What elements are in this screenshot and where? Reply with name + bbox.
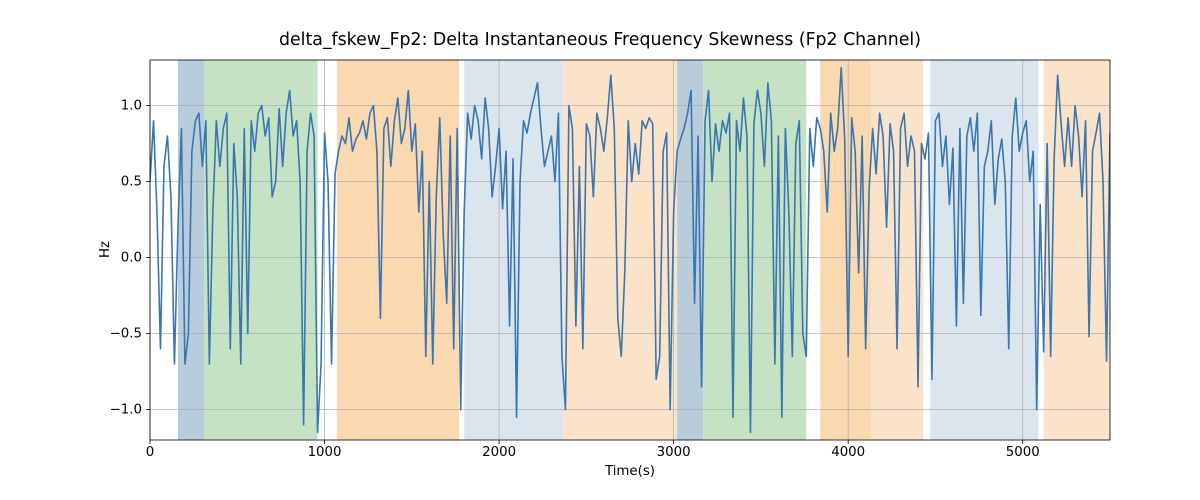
svg-text:−1.0: −1.0 [110,403,142,418]
svg-text:2000: 2000 [482,445,516,460]
svg-text:1000: 1000 [308,445,342,460]
svg-text:3000: 3000 [657,445,691,460]
svg-text:0.0: 0.0 [121,251,142,266]
figure: delta_fskew_Fp2: Delta Instantaneous Fre… [0,0,1200,500]
svg-text:0.5: 0.5 [121,175,142,190]
svg-text:5000: 5000 [1006,445,1040,460]
svg-text:−0.5: −0.5 [110,327,142,342]
svg-text:4000: 4000 [831,445,865,460]
chart-svg: 0 1000 2000 3000 4000 5000 −1.0 −0.5 0.0 0.5 1.0 [0,0,1200,500]
y-axis-label: Hz [98,241,113,258]
svg-text:1.0: 1.0 [121,99,142,114]
x-axis-label: Time(s) [605,464,655,479]
svg-text:0: 0 [146,445,154,460]
